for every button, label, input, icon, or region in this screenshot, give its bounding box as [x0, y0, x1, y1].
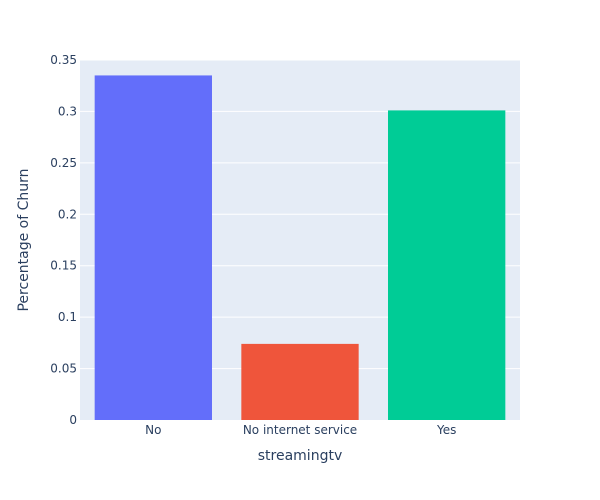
y-tick-label: 0.2: [58, 207, 77, 221]
bar-no[interactable]: [94, 75, 212, 420]
y-tick-label: 0.15: [50, 259, 77, 273]
x-axis-title: streamingtv: [258, 448, 343, 464]
y-tick-label: 0.3: [58, 104, 77, 118]
y-tick-label: 0.35: [50, 53, 77, 67]
x-tick-label: Yes: [436, 423, 456, 437]
bar-no-internet-service[interactable]: [241, 343, 359, 420]
y-tick-label: 0.1: [58, 310, 77, 324]
bars: [94, 75, 506, 421]
bar-yes[interactable]: [388, 110, 506, 421]
y-axis-title: Percentage of Churn: [16, 168, 32, 311]
x-tick-label: No internet service: [243, 423, 357, 437]
y-tick-label: 0.25: [50, 156, 77, 170]
y-axis-ticks: 0 0.05 0.1 0.15 0.2 0.25 0.3 0.35: [50, 53, 77, 427]
x-tick-label: No: [145, 423, 161, 437]
y-tick-label: 0.05: [50, 362, 77, 376]
x-axis-ticks: No No internet service Yes: [145, 423, 456, 437]
y-tick-label: 0: [69, 413, 77, 427]
